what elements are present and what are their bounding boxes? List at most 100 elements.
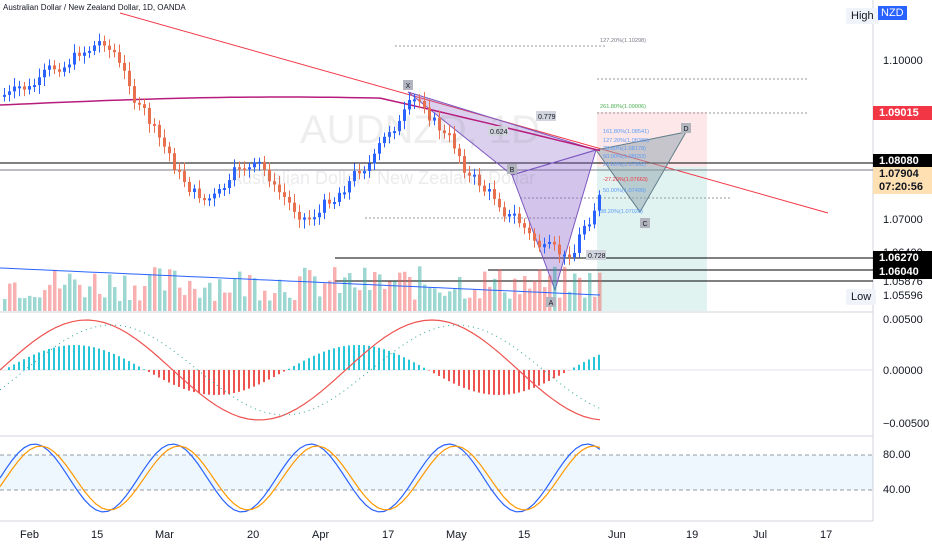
pattern-point-label: X [406, 83, 411, 90]
macd-histogram-bar [368, 345, 370, 370]
macd-histogram-bar [273, 370, 275, 377]
volume-bar [183, 295, 187, 311]
macd-histogram-bar [13, 364, 15, 370]
macd-histogram-bar [413, 362, 415, 370]
pattern-point-label: C [642, 221, 647, 228]
macd-axis-label: −0.00500 [883, 418, 930, 430]
macd-histogram-bar [303, 360, 305, 370]
volume-bar [53, 269, 57, 311]
candle-body [288, 196, 291, 203]
volume-bar [478, 298, 482, 311]
macd-histogram-bar [38, 352, 40, 370]
candle-body [93, 45, 96, 51]
candle-body [493, 189, 496, 199]
macd-histogram-bar [563, 370, 565, 374]
pattern-ratio-box [536, 111, 556, 121]
volume-bar [568, 291, 572, 311]
volume-bar [428, 287, 432, 311]
volume-bar [8, 283, 12, 311]
macd-histogram-bar [148, 370, 150, 373]
candle-body [248, 167, 251, 170]
volume-bar [513, 278, 517, 311]
macd-histogram-bar [433, 370, 435, 374]
time-axis-label: Jun [608, 529, 626, 541]
candle-body [173, 153, 176, 170]
volume-bar [258, 300, 262, 311]
candle-body [238, 167, 241, 170]
pattern-ratio-label: 0.779 [538, 114, 556, 121]
volume-bar [108, 274, 112, 311]
candle-body [23, 86, 26, 90]
macd-histogram-bar [383, 349, 385, 370]
candle-body [403, 109, 406, 121]
macd-histogram-bar [83, 345, 85, 370]
macd-histogram-bar [258, 370, 260, 385]
volume-bar [153, 267, 157, 311]
volume-bar [138, 300, 142, 311]
volume-bar [483, 271, 487, 311]
macd-histogram-bar [293, 365, 295, 370]
macd-histogram-bar [533, 370, 535, 388]
candle-body [598, 194, 601, 211]
pattern-ratio-box [488, 126, 508, 136]
macd-histogram-bar [63, 345, 65, 370]
time-axis-label: Apr [312, 529, 330, 541]
time-axis-label: 15 [91, 529, 104, 541]
macd-histogram-bar [558, 370, 560, 376]
candle-body [153, 123, 156, 126]
candle-body [333, 202, 336, 205]
volume-bar [68, 273, 72, 311]
volume-bar [248, 274, 252, 311]
macd-histogram-bar [308, 358, 310, 370]
volume-bar [538, 269, 542, 311]
candle-body [283, 192, 286, 197]
volume-bar [553, 266, 557, 311]
volume-bar [333, 267, 337, 311]
candle-body [538, 240, 541, 248]
candle-body [318, 212, 321, 218]
volume-bar [48, 284, 52, 311]
candle-body [508, 214, 511, 217]
candle-body [433, 117, 436, 121]
macd-histogram-bar [398, 354, 400, 370]
pattern-point-label: B [510, 167, 515, 174]
macd-histogram-bar [463, 370, 465, 388]
volume-bar [363, 267, 367, 311]
candle-body [458, 148, 461, 157]
candle-body [43, 69, 46, 78]
candle-body [428, 107, 431, 121]
candle-body [418, 99, 421, 102]
volume-bar [453, 289, 457, 311]
symbol-title[interactable]: Australian Dollar / New Zealand Dollar, … [3, 3, 186, 12]
macd-histogram-bar [418, 364, 420, 370]
macd-histogram-bar [393, 352, 395, 370]
candle-body [253, 162, 256, 168]
volume-bar [253, 278, 257, 311]
currency-badge[interactable]: NZD [878, 6, 907, 20]
macd-histogram-bar [373, 346, 375, 370]
candle-body [413, 99, 416, 102]
macd-histogram-bar [328, 349, 330, 370]
pattern-point-label: D [683, 126, 688, 133]
fib-level-label: 127.20%(1.08380) [603, 138, 649, 144]
volume-bar [33, 297, 37, 311]
volume-bar [263, 290, 267, 311]
price-axis-label: 1.10000 [883, 55, 923, 67]
stoch-k-line [0, 443, 601, 513]
volume-bar [288, 297, 292, 311]
macd-histogram-bar [68, 345, 70, 370]
fib-level-label: 127.20%(1.10298) [600, 38, 646, 44]
volume-bar [393, 281, 397, 311]
macd-histogram-bar [348, 345, 350, 370]
candle-body [258, 161, 261, 164]
macd-histogram-bar [28, 356, 30, 370]
volume-bar [543, 287, 547, 311]
macd-histogram-bar [43, 350, 45, 370]
macd-histogram-bar [588, 359, 590, 370]
macd-histogram-bar [18, 361, 20, 370]
candle-body [8, 91, 11, 95]
candle-body [463, 156, 466, 173]
candle-body [28, 86, 31, 90]
